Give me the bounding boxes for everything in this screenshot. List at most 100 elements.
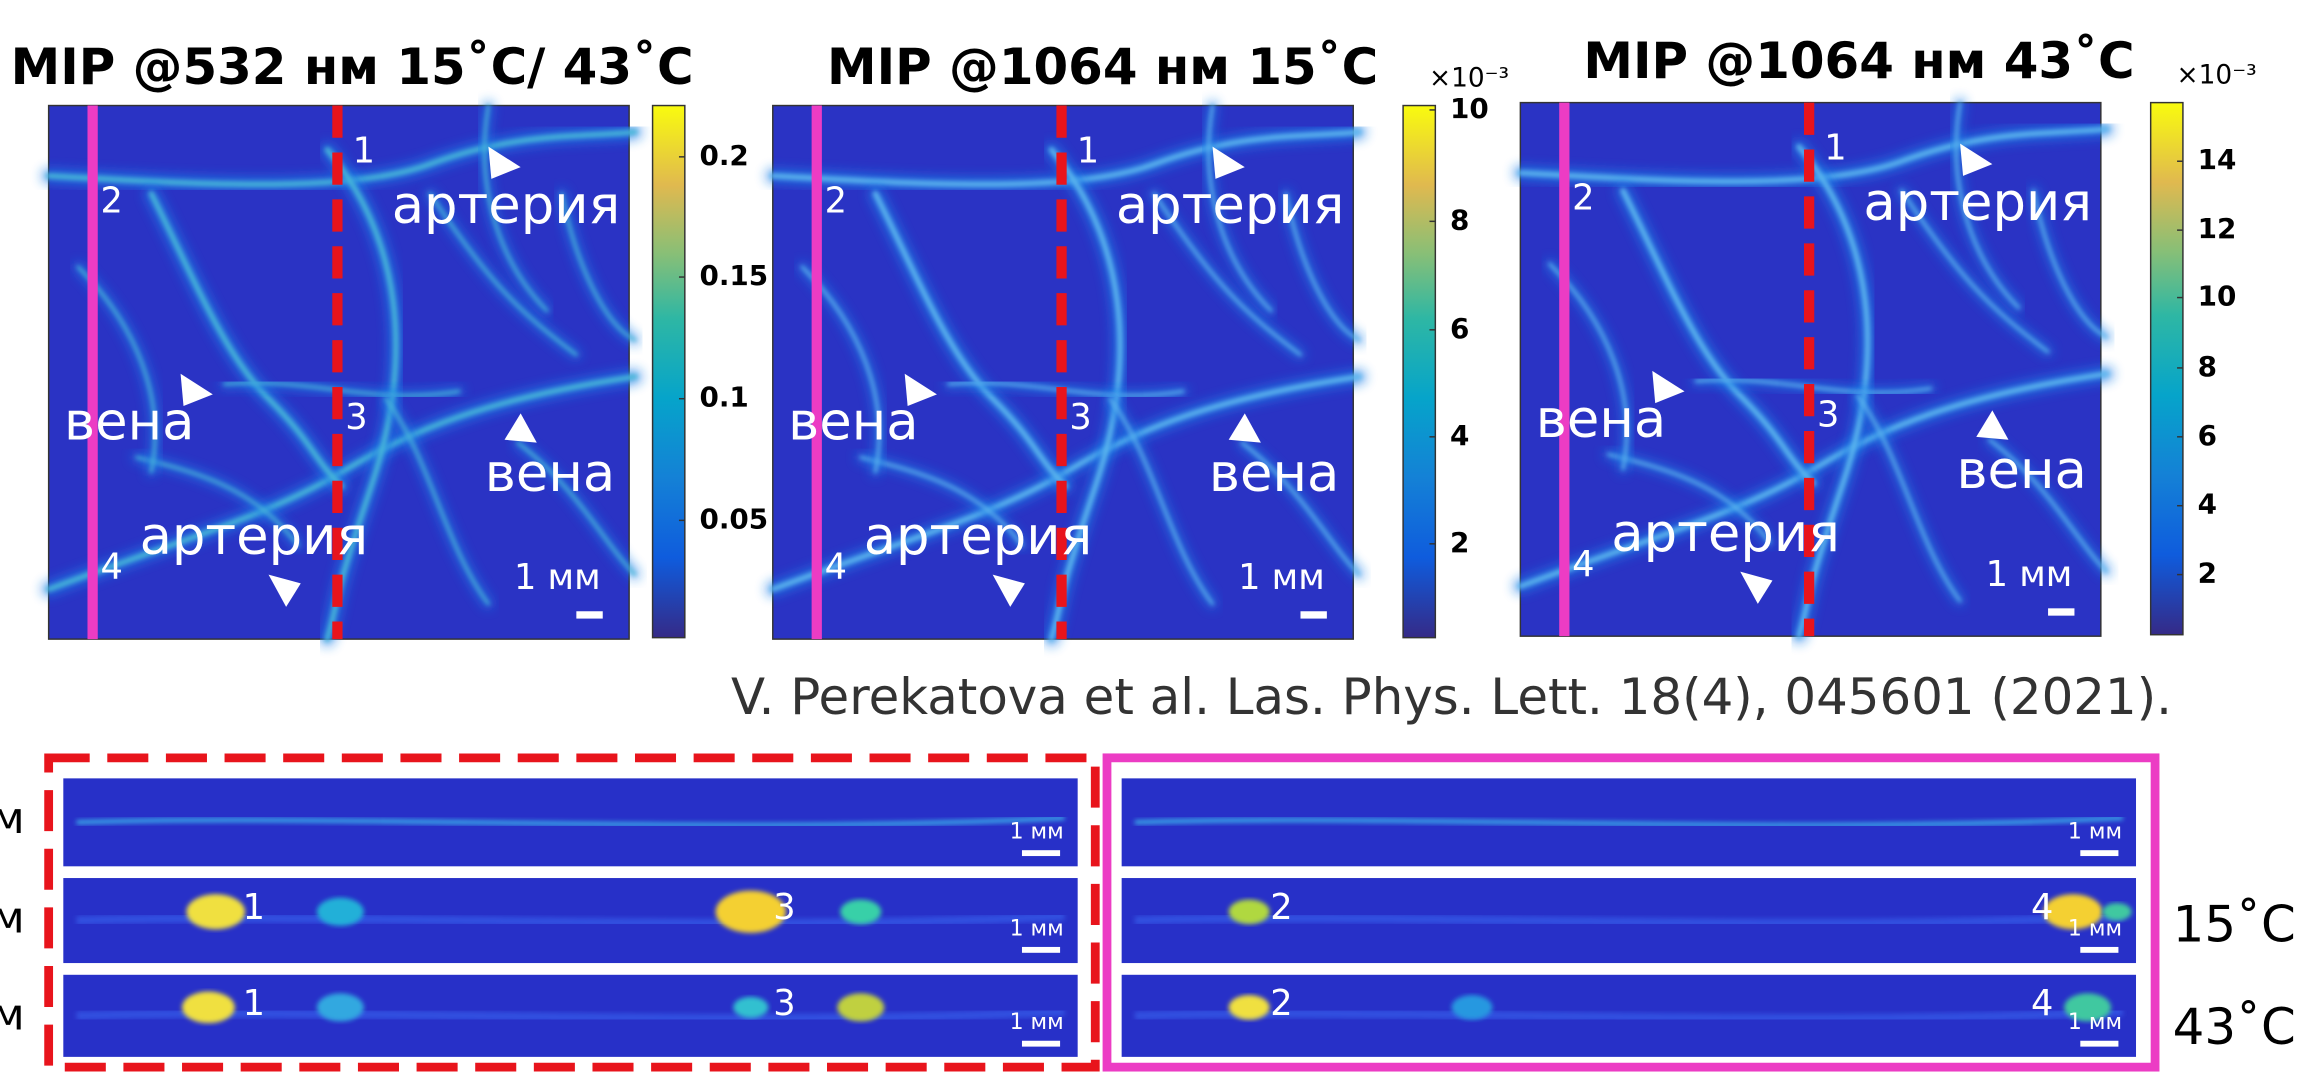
colorbar-tick-label: 6 — [2198, 419, 2217, 452]
scale-bar — [1021, 946, 1061, 953]
vessel — [1284, 192, 1361, 342]
colorbar-tick-label: 4 — [1450, 419, 1469, 452]
colorbar-tick-label: 10 — [2198, 280, 2237, 313]
colorbar-tick-label: 12 — [2198, 212, 2237, 245]
arrowhead — [904, 373, 937, 407]
scale-bar — [2080, 946, 2119, 953]
scale-bar — [1300, 611, 1327, 619]
vessel — [76, 265, 157, 474]
panel-label: вена — [485, 443, 615, 504]
colorbar-tick-label: 0.1 — [699, 381, 748, 414]
frame-1-3 — [44, 753, 1100, 1072]
arrowhead — [1740, 571, 1773, 604]
vessel — [1987, 438, 2109, 574]
bscan-spot — [715, 890, 786, 933]
bscan-label: 4 — [2031, 983, 2053, 1024]
panel-label: 4 — [1572, 544, 1594, 585]
panel-label: 1 мм — [1238, 557, 1325, 598]
colorbar-tick-label: 4 — [2198, 488, 2217, 521]
vessel — [1517, 371, 2110, 589]
vessel — [1548, 262, 1629, 471]
arrowhead — [488, 146, 521, 179]
colorbar-tick-label: 8 — [1450, 203, 1469, 236]
panel-label: 1 — [353, 130, 375, 171]
panel-label: 2 — [100, 180, 122, 221]
panel-label: артерия — [1611, 503, 1840, 564]
frame-2-4 — [1102, 753, 2160, 1072]
panel-label: 1 мм — [1986, 554, 2073, 595]
bscan-spot — [2102, 902, 2132, 921]
panel-label: вена — [1209, 443, 1339, 504]
colorbar-tick-label: 2 — [2198, 557, 2217, 590]
panel-label: 2 — [1572, 177, 1594, 218]
scale-bar — [1021, 850, 1061, 857]
arrowhead — [1652, 370, 1685, 404]
panel-label: вена — [1536, 389, 1666, 450]
row-label: 43˚C — [2173, 998, 2296, 1056]
colorbar-tick-label: 0.05 — [699, 502, 768, 535]
scale-label: 1 мм — [1010, 1010, 1064, 1035]
colorbar-tick-label: 8 — [2198, 350, 2217, 383]
panel-label: 4 — [100, 547, 122, 588]
bscan-layer — [76, 815, 1065, 828]
vessel — [516, 441, 637, 577]
bscan-spot — [2064, 993, 2112, 1022]
bscan-spot — [840, 899, 882, 925]
scale-label: 1 мм — [2068, 820, 2122, 845]
panel-label: 2 — [825, 180, 847, 221]
vessel — [46, 374, 638, 592]
panel-title: MIP @1064 нм 15˚C — [827, 38, 1378, 96]
bscan-label: 3 — [773, 983, 795, 1024]
panel-label: артерия — [1863, 172, 2092, 233]
bscan-layer — [1134, 815, 2123, 828]
panel-label: вена — [64, 392, 194, 453]
scale-label: 1 мм — [2068, 916, 2122, 941]
vessel — [1108, 397, 1214, 606]
arrowhead — [1212, 146, 1245, 179]
bscan-label: 3 — [773, 887, 795, 928]
scale-bar — [576, 611, 603, 619]
panel-label: артерия — [392, 175, 621, 236]
vessel — [1900, 189, 2050, 354]
bscan-label: 2 — [1270, 983, 1292, 1024]
vessel — [1954, 101, 2021, 310]
vessel — [384, 397, 490, 606]
colorbar — [651, 104, 686, 639]
vessel — [770, 129, 1362, 187]
vessel — [560, 192, 637, 342]
bscan-spot — [1451, 995, 1493, 1020]
scale-label: 1 мм — [1010, 916, 1064, 941]
scale-bar — [2048, 608, 2075, 616]
colorbar-exponent: ×10⁻³ — [2177, 61, 2257, 91]
citation: V. Perekatova et al. Las. Phys. Lett. 18… — [731, 668, 2172, 726]
panel-label: вена — [788, 392, 918, 453]
panel-label: артерия — [1116, 175, 1345, 236]
panel-label: 3 — [345, 397, 367, 438]
colorbar — [1402, 104, 1437, 639]
arrowhead — [992, 574, 1025, 607]
vessel — [428, 192, 578, 357]
bscan-label: 1 — [243, 887, 265, 928]
vessel — [2031, 189, 2109, 339]
panel-label: 1 — [1077, 130, 1099, 171]
scale-bar — [2080, 1040, 2119, 1047]
row-label-cut: м — [0, 989, 25, 1040]
bscan-spot — [837, 993, 885, 1022]
vessel — [483, 104, 549, 313]
bscan-spot — [316, 993, 364, 1022]
vessel — [1606, 452, 1772, 544]
bscan-label: 2 — [1270, 887, 1292, 928]
row-label: 15˚C — [2173, 895, 2296, 953]
panel-label: 3 — [1817, 394, 1839, 435]
panel-label: артерия — [140, 506, 369, 567]
colorbar-tick-label: 0.2 — [699, 139, 748, 172]
arrowhead — [504, 413, 537, 443]
row-label-cut: м — [0, 893, 25, 944]
bscan-spot — [1228, 995, 1270, 1020]
arrowhead — [1960, 143, 1993, 176]
bscan-spot — [186, 894, 246, 930]
colorbar-tick-label: 2 — [1450, 526, 1469, 559]
bscan-spot — [733, 996, 769, 1018]
vessel — [135, 455, 300, 547]
